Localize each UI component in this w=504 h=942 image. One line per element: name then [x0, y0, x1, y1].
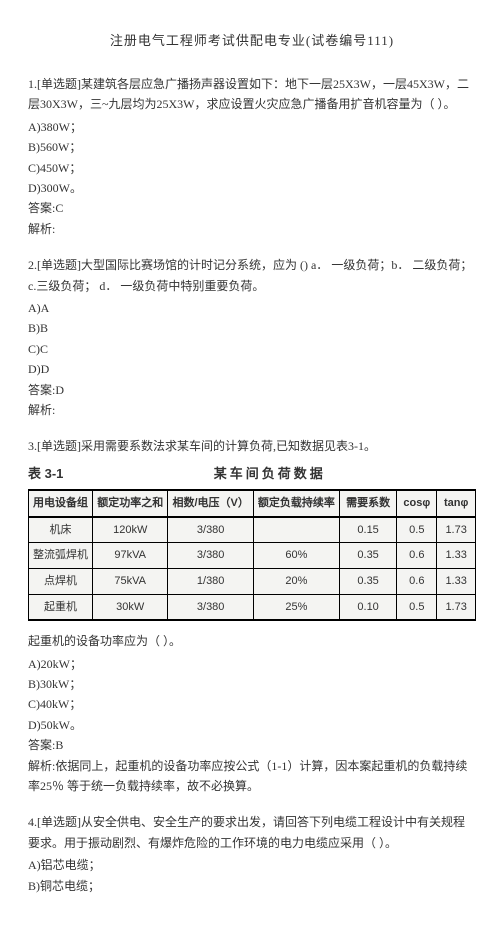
cell: 60%	[253, 543, 339, 569]
table-row: 整流弧焊机 97kVA 3/380 60% 0.35 0.6 1.33	[29, 543, 476, 569]
q1-answer: 答案:C	[28, 198, 476, 218]
cell: 1.73	[437, 594, 476, 620]
col-equipment: 用电设备组	[29, 490, 93, 517]
q1-explain: 解析:	[28, 219, 476, 239]
col-cosphi: cosφ	[397, 490, 437, 517]
cell: 1/380	[168, 568, 253, 594]
question-1: 1.[单选题]某建筑各层应急广播扬声器设置如下：地下一层25X3W，一层45X3…	[28, 74, 476, 239]
table-header-row: 用电设备组 额定功率之和 相数/电压（V） 额定负载持续率 需要系数 cosφ …	[29, 490, 476, 517]
cell	[253, 517, 339, 543]
q2-option-d: D)D	[28, 359, 476, 379]
q1-text: 1.[单选题]某建筑各层应急广播扬声器设置如下：地下一层25X3W，一层45X3…	[28, 74, 476, 115]
cell: 1.33	[437, 568, 476, 594]
cell: 97kVA	[93, 543, 168, 569]
cell: 120kW	[93, 517, 168, 543]
q4-text: 4.[单选题]从安全供电、安全生产的要求出发，请回答下列电缆工程设计中有关规程要…	[28, 812, 476, 853]
q3-option-b: B)30kW；	[28, 674, 476, 694]
q3-answer: 答案:B	[28, 735, 476, 755]
cell: 75kVA	[93, 568, 168, 594]
cell: 0.6	[397, 543, 437, 569]
table-row: 机床 120kW 3/380 0.15 0.5 1.73	[29, 517, 476, 543]
q3-option-d: D)50kW。	[28, 715, 476, 735]
q4-option-a: A)铝芯电缆；	[28, 855, 476, 875]
table-row: 起重机 30kW 3/380 25% 0.10 0.5 1.73	[29, 594, 476, 620]
cell: 20%	[253, 568, 339, 594]
q1-option-a: A)380W；	[28, 117, 476, 137]
q1-option-d: D)300W。	[28, 178, 476, 198]
cell: 1.33	[437, 543, 476, 569]
cell: 30kW	[93, 594, 168, 620]
table-row: 点焊机 75kVA 1/380 20% 0.35 0.6 1.33	[29, 568, 476, 594]
col-duty: 额定负载持续率	[253, 490, 339, 517]
q2-option-c: C)C	[28, 339, 476, 359]
table-caption-left: 表 3-1	[28, 463, 63, 485]
cell: 25%	[253, 594, 339, 620]
q1-option-c: C)450W；	[28, 158, 476, 178]
table-caption-row: 表 3-1 某车间负荷数据	[28, 463, 476, 485]
col-phase-voltage: 相数/电压（V）	[168, 490, 253, 517]
cell: 整流弧焊机	[29, 543, 93, 569]
q2-answer: 答案:D	[28, 380, 476, 400]
cell: 3/380	[168, 517, 253, 543]
cell: 0.5	[397, 517, 437, 543]
q3-table: 用电设备组 额定功率之和 相数/电压（V） 额定负载持续率 需要系数 cosφ …	[28, 489, 476, 621]
q2-text: 2.[单选题]大型国际比赛场馆的计时记分系统，应为 () a． 一级负荷；b． …	[28, 255, 476, 296]
cell: 0.10	[339, 594, 396, 620]
cell: 0.15	[339, 517, 396, 543]
page-title: 注册电气工程师考试供配电专业(试卷编号111)	[28, 30, 476, 52]
question-3: 3.[单选题]采用需要系数法求某车间的计算负荷,已知数据见表3-1。 表 3-1…	[28, 436, 476, 796]
cell: 0.6	[397, 568, 437, 594]
q3-option-c: C)40kW；	[28, 694, 476, 714]
cell: 起重机	[29, 594, 93, 620]
cell: 点焊机	[29, 568, 93, 594]
q4-option-b: B)铜芯电缆；	[28, 876, 476, 896]
q1-option-b: B)560W；	[28, 137, 476, 157]
table-caption-center: 某车间负荷数据	[63, 463, 476, 485]
cell: 1.73	[437, 517, 476, 543]
cell: 3/380	[168, 543, 253, 569]
cell: 0.35	[339, 543, 396, 569]
col-rated-power: 额定功率之和	[93, 490, 168, 517]
q3-option-a: A)20kW；	[28, 654, 476, 674]
cell: 0.5	[397, 594, 437, 620]
col-tanphi: tanφ	[437, 490, 476, 517]
cell: 机床	[29, 517, 93, 543]
cell: 0.35	[339, 568, 396, 594]
q3-table-block: 表 3-1 某车间负荷数据 用电设备组 额定功率之和 相数/电压（V） 额定负载…	[28, 463, 476, 622]
q2-option-a: A)A	[28, 298, 476, 318]
q3-subtext: 起重机的设备功率应为（ ）。	[28, 631, 476, 651]
question-2: 2.[单选题]大型国际比赛场馆的计时记分系统，应为 () a． 一级负荷；b． …	[28, 255, 476, 420]
cell: 3/380	[168, 594, 253, 620]
q2-explain: 解析:	[28, 400, 476, 420]
q2-option-b: B)B	[28, 318, 476, 338]
q3-explain: 解析:依据同上，起重机的设备功率应按公式（1-1）计算，因本案起重机的负载持续率…	[28, 756, 476, 797]
question-4: 4.[单选题]从安全供电、安全生产的要求出发，请回答下列电缆工程设计中有关规程要…	[28, 812, 476, 896]
col-demand: 需要系数	[339, 490, 396, 517]
q3-text: 3.[单选题]采用需要系数法求某车间的计算负荷,已知数据见表3-1。	[28, 436, 476, 456]
